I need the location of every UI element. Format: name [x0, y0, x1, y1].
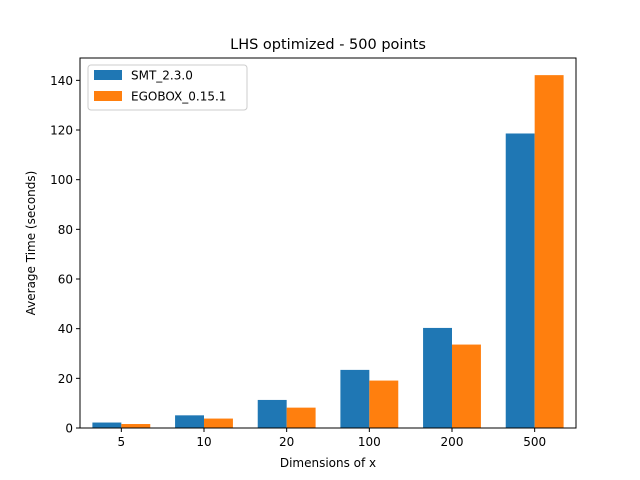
bar-smt-500	[505, 133, 535, 428]
bar-egobox-5	[121, 424, 151, 428]
x-tick-label: 200	[441, 435, 464, 449]
bar-egobox-100	[369, 380, 399, 428]
y-axis-label: Average Time (seconds)	[24, 171, 38, 316]
legend-label-smt: SMT_2.3.0	[131, 69, 193, 83]
y-tick-label: 60	[58, 273, 73, 287]
legend-box	[87, 64, 248, 111]
legend-swatch-egobox	[94, 91, 122, 101]
y-tick-label: 120	[50, 124, 73, 138]
bar-egobox-200	[452, 344, 481, 428]
bar-smt-200	[423, 327, 452, 428]
x-tick-label: 20	[279, 435, 294, 449]
x-axis-label: Dimensions of x	[280, 456, 376, 470]
y-tick-label: 100	[50, 173, 73, 187]
y-tick-label: 20	[58, 372, 73, 386]
x-tick-label: 500	[523, 435, 546, 449]
y-axis: 0 20 40 60 80 100 120 140	[50, 74, 80, 436]
x-tick-label: 100	[358, 435, 381, 449]
bar-egobox-500	[534, 75, 564, 429]
y-tick-label: 80	[58, 223, 73, 237]
legend-label-egobox: EGOBOX_0.15.1	[131, 90, 226, 104]
bar-smt-10	[175, 415, 204, 428]
y-tick-label: 0	[65, 422, 73, 436]
legend-swatch-smt	[94, 70, 122, 80]
y-tick-label: 140	[50, 74, 73, 88]
bar-smt-20	[257, 399, 287, 428]
legend: SMT_2.3.0 EGOBOX_0.15.1	[87, 64, 248, 111]
bar-egobox-20	[286, 407, 316, 428]
x-tick-label: 10	[196, 435, 211, 449]
bar-egobox-10	[204, 418, 233, 428]
bar-smt-100	[340, 369, 370, 428]
x-axis: 5 10 20 100 200 500	[118, 428, 546, 449]
x-tick-label: 5	[118, 435, 126, 449]
bar-smt-5	[92, 422, 122, 428]
chart-title: LHS optimized - 500 points	[230, 37, 426, 53]
y-tick-label: 40	[58, 322, 73, 336]
bars-layer	[92, 75, 564, 429]
plot-frame	[79, 57, 577, 429]
